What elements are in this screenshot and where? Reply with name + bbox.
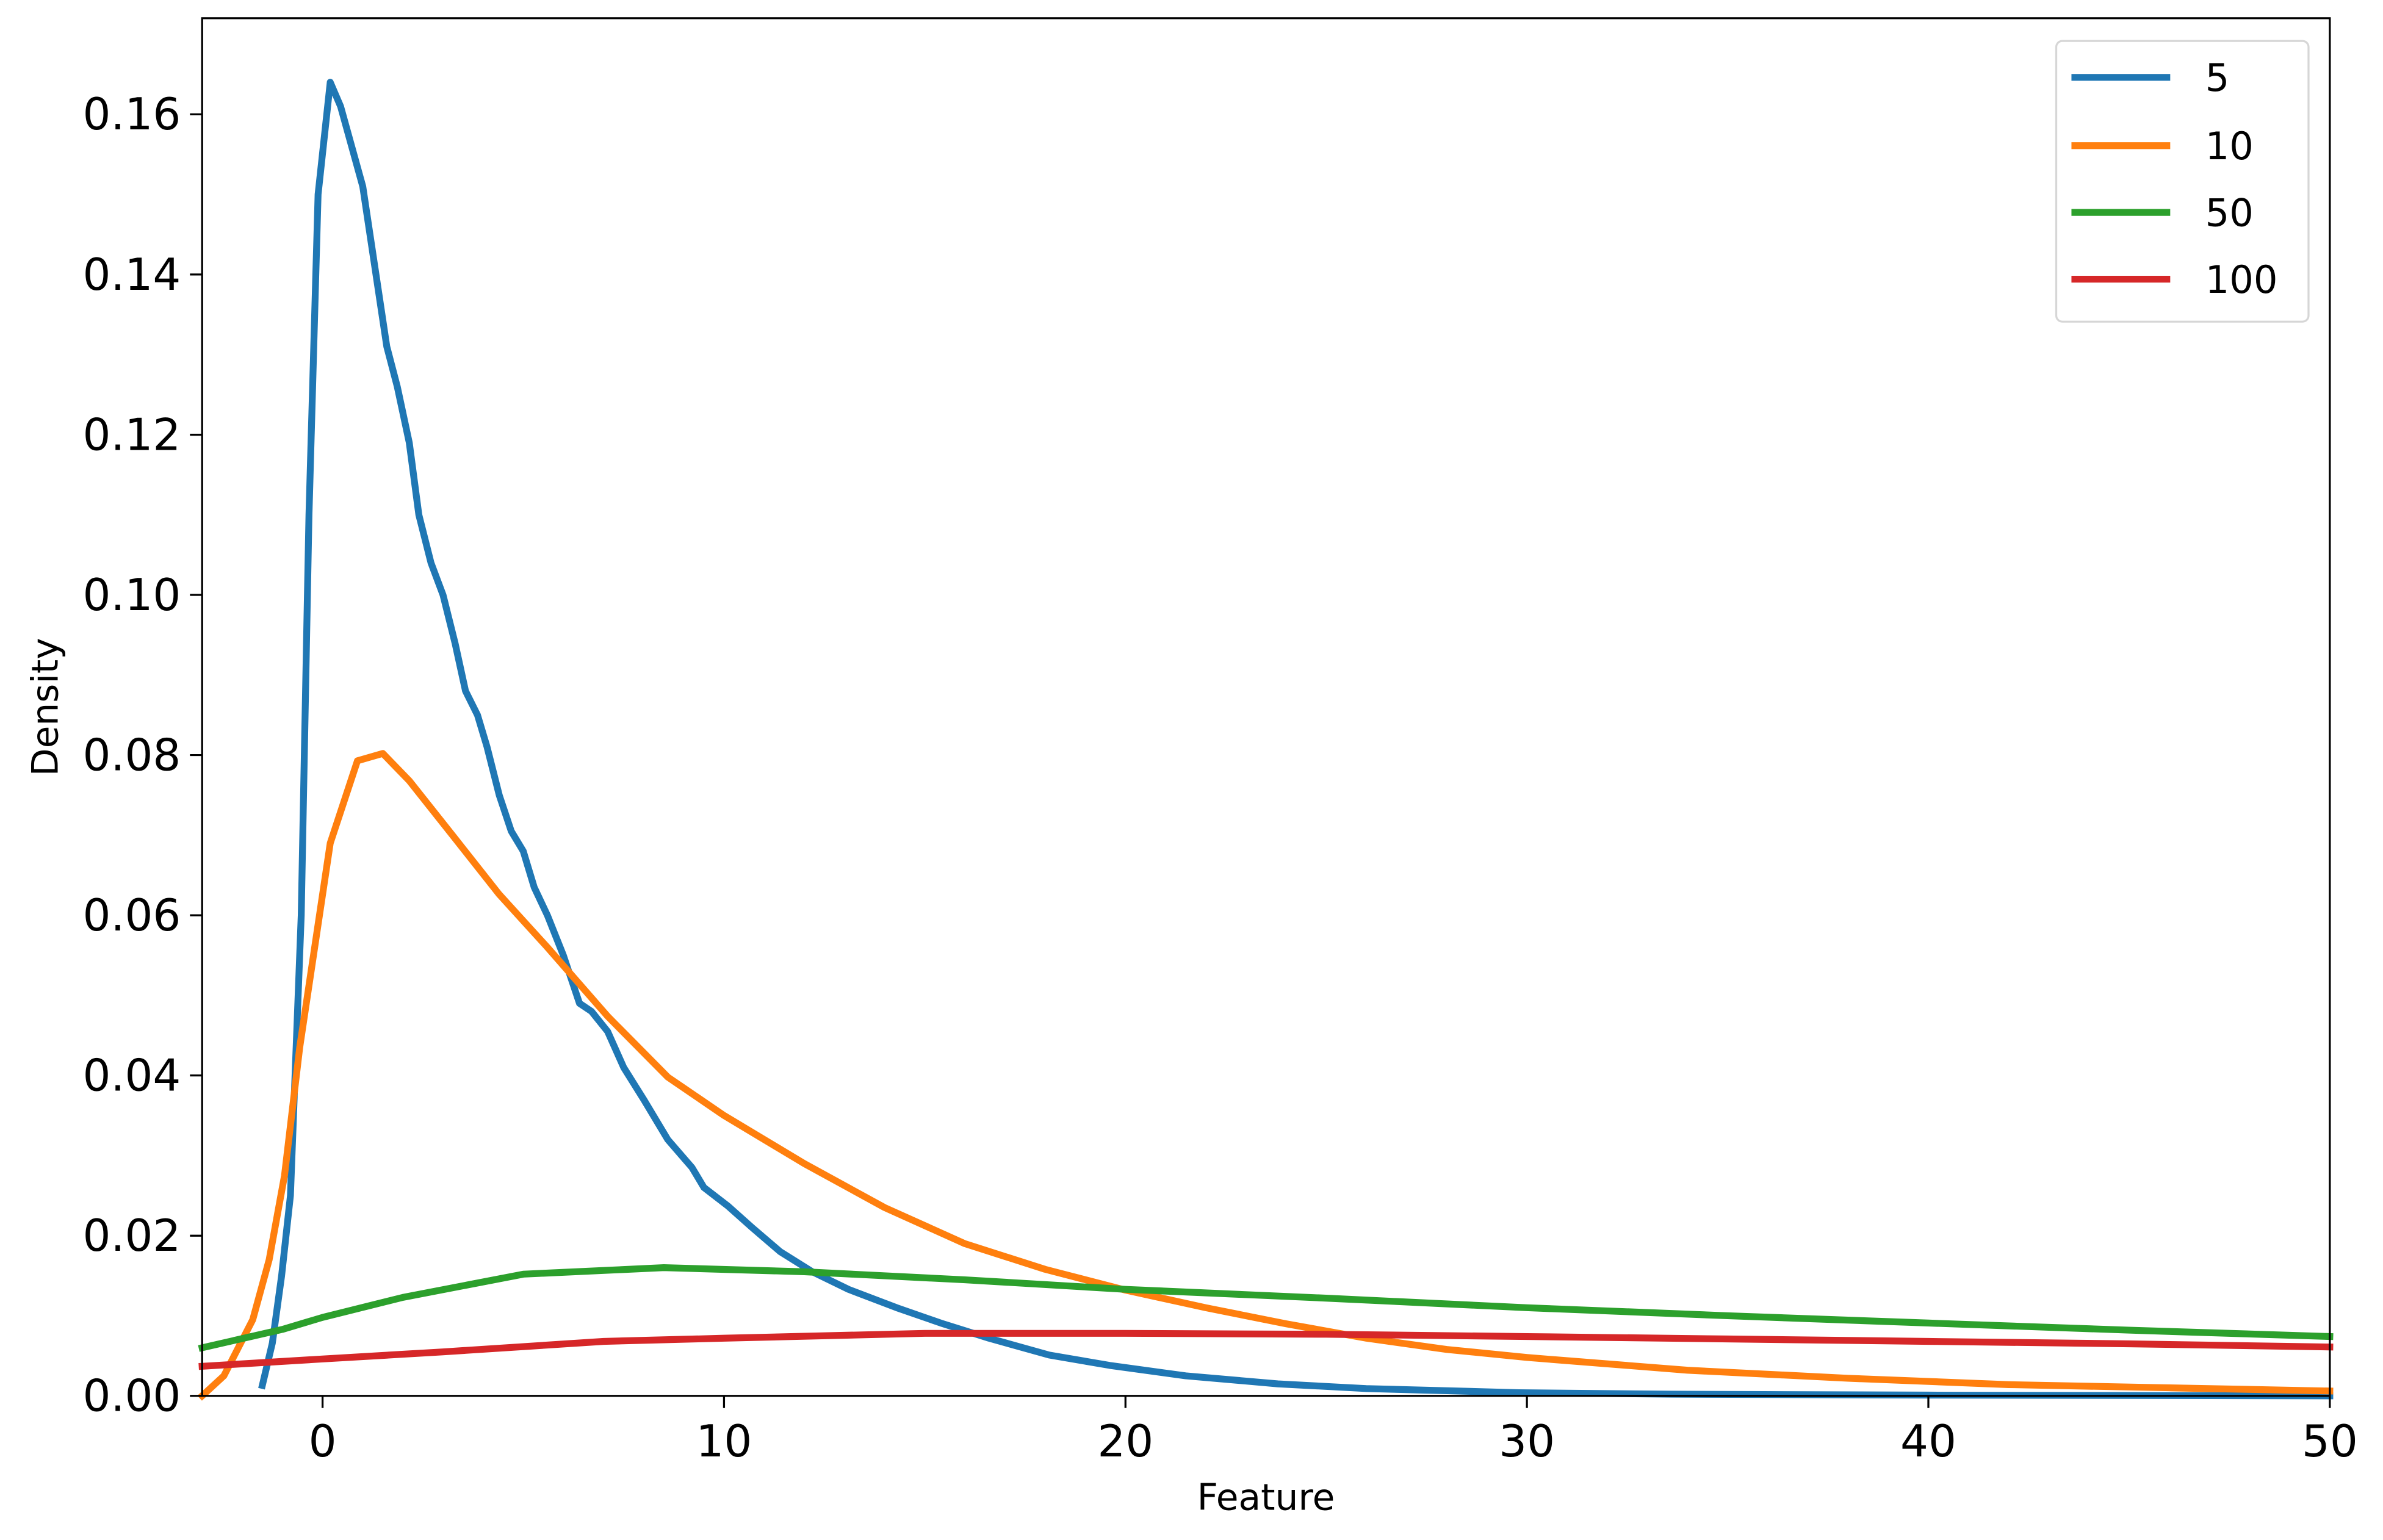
legend: 5 10 50 100 xyxy=(2055,40,2310,323)
legend-frame xyxy=(2055,40,2310,323)
axes-frame xyxy=(201,17,2331,1397)
series-line-50 xyxy=(198,1264,2334,1352)
legend-label-100: 100 xyxy=(2205,257,2278,302)
y-tick-label: 0.14 xyxy=(83,250,181,301)
y-tick-label: 0.16 xyxy=(83,89,181,140)
y-tick-label: 0.12 xyxy=(83,409,181,461)
x-tick-label: 10 xyxy=(696,1416,752,1467)
y-tick-label: 0.04 xyxy=(83,1051,181,1102)
x-tick-label: 30 xyxy=(1499,1416,1555,1467)
legend-label-10: 10 xyxy=(2205,124,2254,168)
y-axis: 0.00 0.02 0.04 0.06 0.08 0.10 0.12 0.14 0.16 xyxy=(83,89,203,1422)
series-line-100 xyxy=(198,1330,2334,1370)
series-line-10 xyxy=(197,750,2334,1401)
x-tick-label: 40 xyxy=(1900,1416,1956,1467)
y-axis-label: Density xyxy=(25,638,67,776)
y-tick-label: 0.10 xyxy=(83,570,181,621)
plot-area xyxy=(197,79,2334,1401)
legend-label-50: 50 xyxy=(2205,191,2254,236)
y-tick-label: 0.00 xyxy=(83,1371,181,1422)
x-axis: 0 10 20 30 40 50 xyxy=(309,1395,2358,1467)
x-tick-label: 50 xyxy=(2302,1416,2358,1467)
x-axis-label: Feature xyxy=(1197,1477,1335,1519)
series-line-5 xyxy=(258,79,2334,1400)
x-tick-label: 0 xyxy=(309,1416,337,1467)
legend-label-5: 5 xyxy=(2205,56,2230,100)
x-tick-label: 20 xyxy=(1097,1416,1153,1467)
y-tick-label: 0.06 xyxy=(83,890,181,941)
y-tick-label: 0.08 xyxy=(83,730,181,781)
y-tick-label: 0.02 xyxy=(83,1211,181,1262)
